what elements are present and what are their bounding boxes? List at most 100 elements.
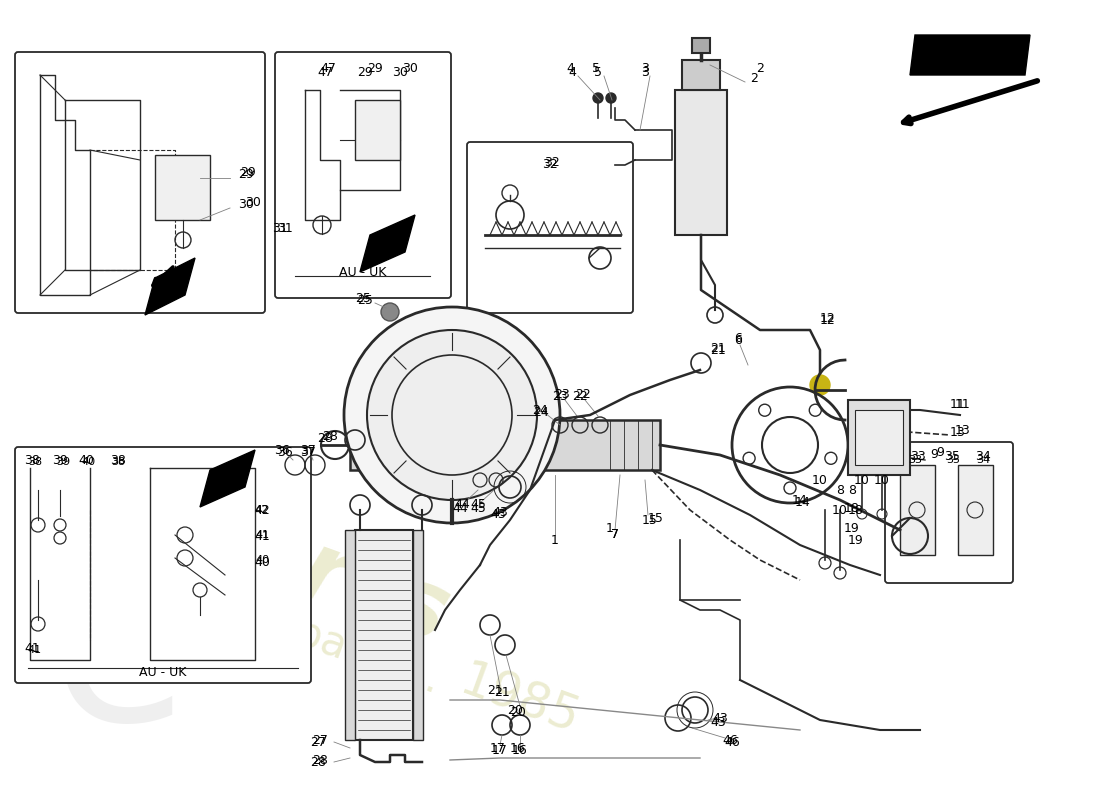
Text: 45: 45 — [470, 498, 486, 511]
Text: 9: 9 — [936, 446, 944, 458]
Text: 30: 30 — [238, 198, 254, 211]
FancyBboxPatch shape — [886, 442, 1013, 583]
Text: 5: 5 — [594, 66, 602, 78]
Text: 32: 32 — [542, 158, 558, 171]
Text: 2: 2 — [750, 71, 758, 85]
Text: 24: 24 — [534, 406, 549, 418]
Circle shape — [593, 93, 603, 103]
Text: 28: 28 — [312, 754, 328, 766]
Text: 40: 40 — [78, 454, 94, 466]
Text: 41: 41 — [255, 530, 270, 540]
Text: 43: 43 — [491, 509, 506, 522]
Text: 10: 10 — [854, 474, 870, 486]
Bar — [958, 465, 993, 555]
Text: 1985: 1985 — [454, 656, 586, 744]
Bar — [682, 60, 720, 90]
Text: 40: 40 — [255, 555, 270, 565]
Text: e: e — [52, 553, 188, 767]
Text: 34: 34 — [975, 450, 991, 463]
Text: 17: 17 — [492, 743, 508, 757]
Text: 3: 3 — [641, 66, 649, 78]
Text: 2: 2 — [756, 62, 763, 74]
Text: 28: 28 — [317, 431, 333, 445]
FancyBboxPatch shape — [15, 447, 311, 683]
Circle shape — [381, 303, 399, 321]
Text: 7: 7 — [610, 529, 619, 542]
Text: 37: 37 — [300, 443, 316, 457]
Text: 44: 44 — [452, 502, 468, 514]
Text: 6: 6 — [734, 334, 741, 346]
Text: 24: 24 — [532, 403, 548, 417]
Text: 10: 10 — [812, 474, 828, 486]
Text: 45: 45 — [470, 502, 486, 514]
Text: 38: 38 — [111, 457, 125, 467]
FancyBboxPatch shape — [275, 52, 451, 298]
Text: 43: 43 — [711, 715, 726, 729]
Text: 44: 44 — [454, 498, 470, 511]
Text: 10: 10 — [874, 474, 890, 486]
Text: 28: 28 — [310, 755, 326, 769]
Text: 5: 5 — [592, 62, 600, 74]
Text: 19: 19 — [848, 534, 864, 546]
Bar — [848, 400, 910, 475]
Text: 28: 28 — [322, 430, 338, 443]
Text: 38: 38 — [28, 457, 42, 467]
Text: 10: 10 — [832, 503, 848, 517]
Text: 33: 33 — [908, 455, 922, 465]
Text: 29: 29 — [238, 169, 254, 182]
Text: 39: 39 — [56, 457, 70, 467]
Text: 21: 21 — [494, 686, 510, 698]
Text: a partn...: a partn... — [253, 598, 447, 702]
Text: 3: 3 — [641, 62, 649, 74]
Text: 30: 30 — [245, 197, 261, 210]
Text: 41: 41 — [24, 642, 40, 654]
Circle shape — [344, 307, 560, 523]
Text: AU - UK: AU - UK — [339, 266, 387, 279]
Bar — [412, 530, 424, 740]
Text: 15: 15 — [642, 514, 658, 526]
Text: 32: 32 — [544, 155, 560, 169]
Text: 11: 11 — [950, 398, 966, 411]
Text: 22: 22 — [572, 390, 587, 403]
Text: 6: 6 — [734, 331, 741, 345]
Text: 23: 23 — [552, 390, 568, 403]
Text: 29: 29 — [240, 166, 256, 179]
Bar — [350, 420, 660, 470]
Text: 1: 1 — [606, 522, 614, 534]
Text: 31: 31 — [272, 222, 288, 234]
Text: 21: 21 — [487, 683, 503, 697]
Text: 35: 35 — [944, 450, 960, 463]
Text: 17: 17 — [491, 742, 506, 754]
Text: 25: 25 — [358, 294, 373, 306]
Text: 37: 37 — [300, 446, 316, 458]
Bar — [355, 530, 412, 740]
Text: 43: 43 — [492, 506, 508, 518]
Text: 29: 29 — [367, 62, 383, 74]
Text: 47: 47 — [317, 66, 333, 78]
Text: 12: 12 — [820, 314, 836, 326]
Text: 16: 16 — [510, 742, 526, 754]
Text: 40: 40 — [81, 457, 95, 467]
Text: eparts: eparts — [98, 456, 462, 664]
FancyBboxPatch shape — [15, 52, 265, 313]
Text: 12: 12 — [821, 311, 836, 325]
Bar — [355, 100, 400, 160]
Bar — [155, 155, 210, 220]
Text: 8: 8 — [836, 483, 844, 497]
Text: 30: 30 — [392, 66, 408, 78]
Text: 34: 34 — [976, 455, 990, 465]
Text: 14: 14 — [795, 497, 811, 510]
Text: 27: 27 — [310, 735, 326, 749]
Bar — [900, 465, 935, 555]
Text: 22: 22 — [575, 389, 591, 402]
Text: 25: 25 — [355, 291, 371, 305]
Text: 36: 36 — [274, 443, 290, 457]
Text: 18: 18 — [848, 503, 864, 517]
Bar — [692, 38, 710, 53]
Text: 4: 4 — [568, 66, 576, 78]
Text: 39: 39 — [52, 454, 68, 466]
Text: 42: 42 — [254, 503, 270, 517]
Text: 23: 23 — [554, 389, 570, 402]
Text: 8: 8 — [848, 483, 856, 497]
Bar — [345, 530, 355, 740]
